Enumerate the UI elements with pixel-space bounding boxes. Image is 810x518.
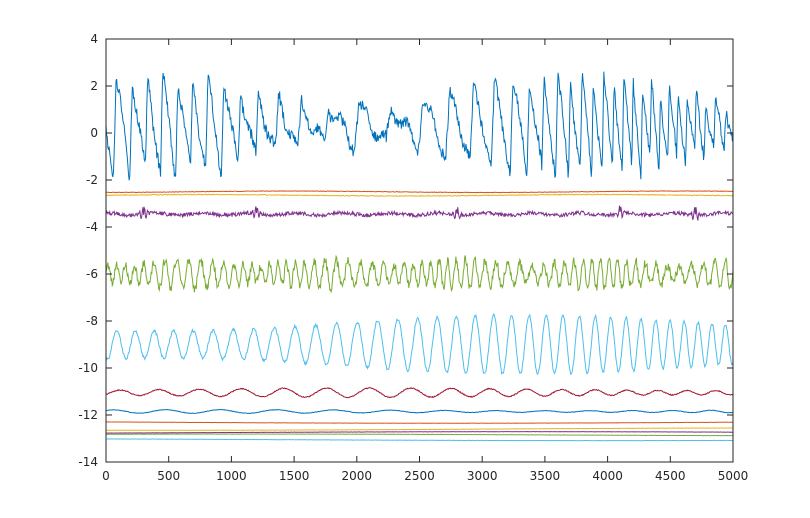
x-tick-label: 4000: [592, 469, 623, 483]
x-tick-label: 5000: [718, 469, 749, 483]
x-tick-label: 4500: [655, 469, 686, 483]
tick-layer: 0 500 1000 1500 2000 2500 3000 3500 4000 4500 5000…: [78, 32, 748, 483]
series-line-11: [105, 431, 734, 434]
y-tick-label: -8: [86, 314, 98, 328]
series-line-5: [105, 254, 734, 294]
y-tick-label: -6: [86, 267, 98, 281]
series-line-4: [105, 205, 734, 221]
series-line-3: [105, 193, 734, 197]
series-line-7: [105, 387, 734, 399]
x-tick-label: 3500: [530, 469, 561, 483]
y-tick-label: -12: [78, 408, 98, 422]
x-tick-label: 1000: [216, 469, 247, 483]
series-line-2: [106, 190, 734, 194]
y-tick-label: 0: [90, 126, 98, 140]
x-tick-label: 0: [102, 469, 110, 483]
series-line-10: [105, 427, 734, 431]
y-tick-label: -10: [78, 361, 98, 375]
x-tick-label: 2500: [404, 469, 435, 483]
series-layer: [105, 71, 734, 442]
series-line-8: [105, 409, 734, 415]
y-tick-label: -2: [86, 173, 98, 187]
series-line-12: [105, 433, 734, 437]
plot-background: [106, 39, 733, 462]
y-tick-label: 2: [90, 79, 98, 93]
series-line-1: [105, 71, 734, 181]
x-tick-label: 500: [157, 469, 180, 483]
series-line-9: [105, 421, 734, 424]
y-tick-label: -14: [78, 455, 98, 469]
x-tick-label: 2000: [342, 469, 373, 483]
y-tick-label: -4: [86, 220, 98, 234]
y-tick-label: 4: [90, 32, 98, 46]
series-line-6: [105, 313, 734, 376]
series-line-13: [105, 438, 734, 442]
x-tick-label: 1500: [279, 469, 310, 483]
x-tick-label: 3000: [467, 469, 498, 483]
